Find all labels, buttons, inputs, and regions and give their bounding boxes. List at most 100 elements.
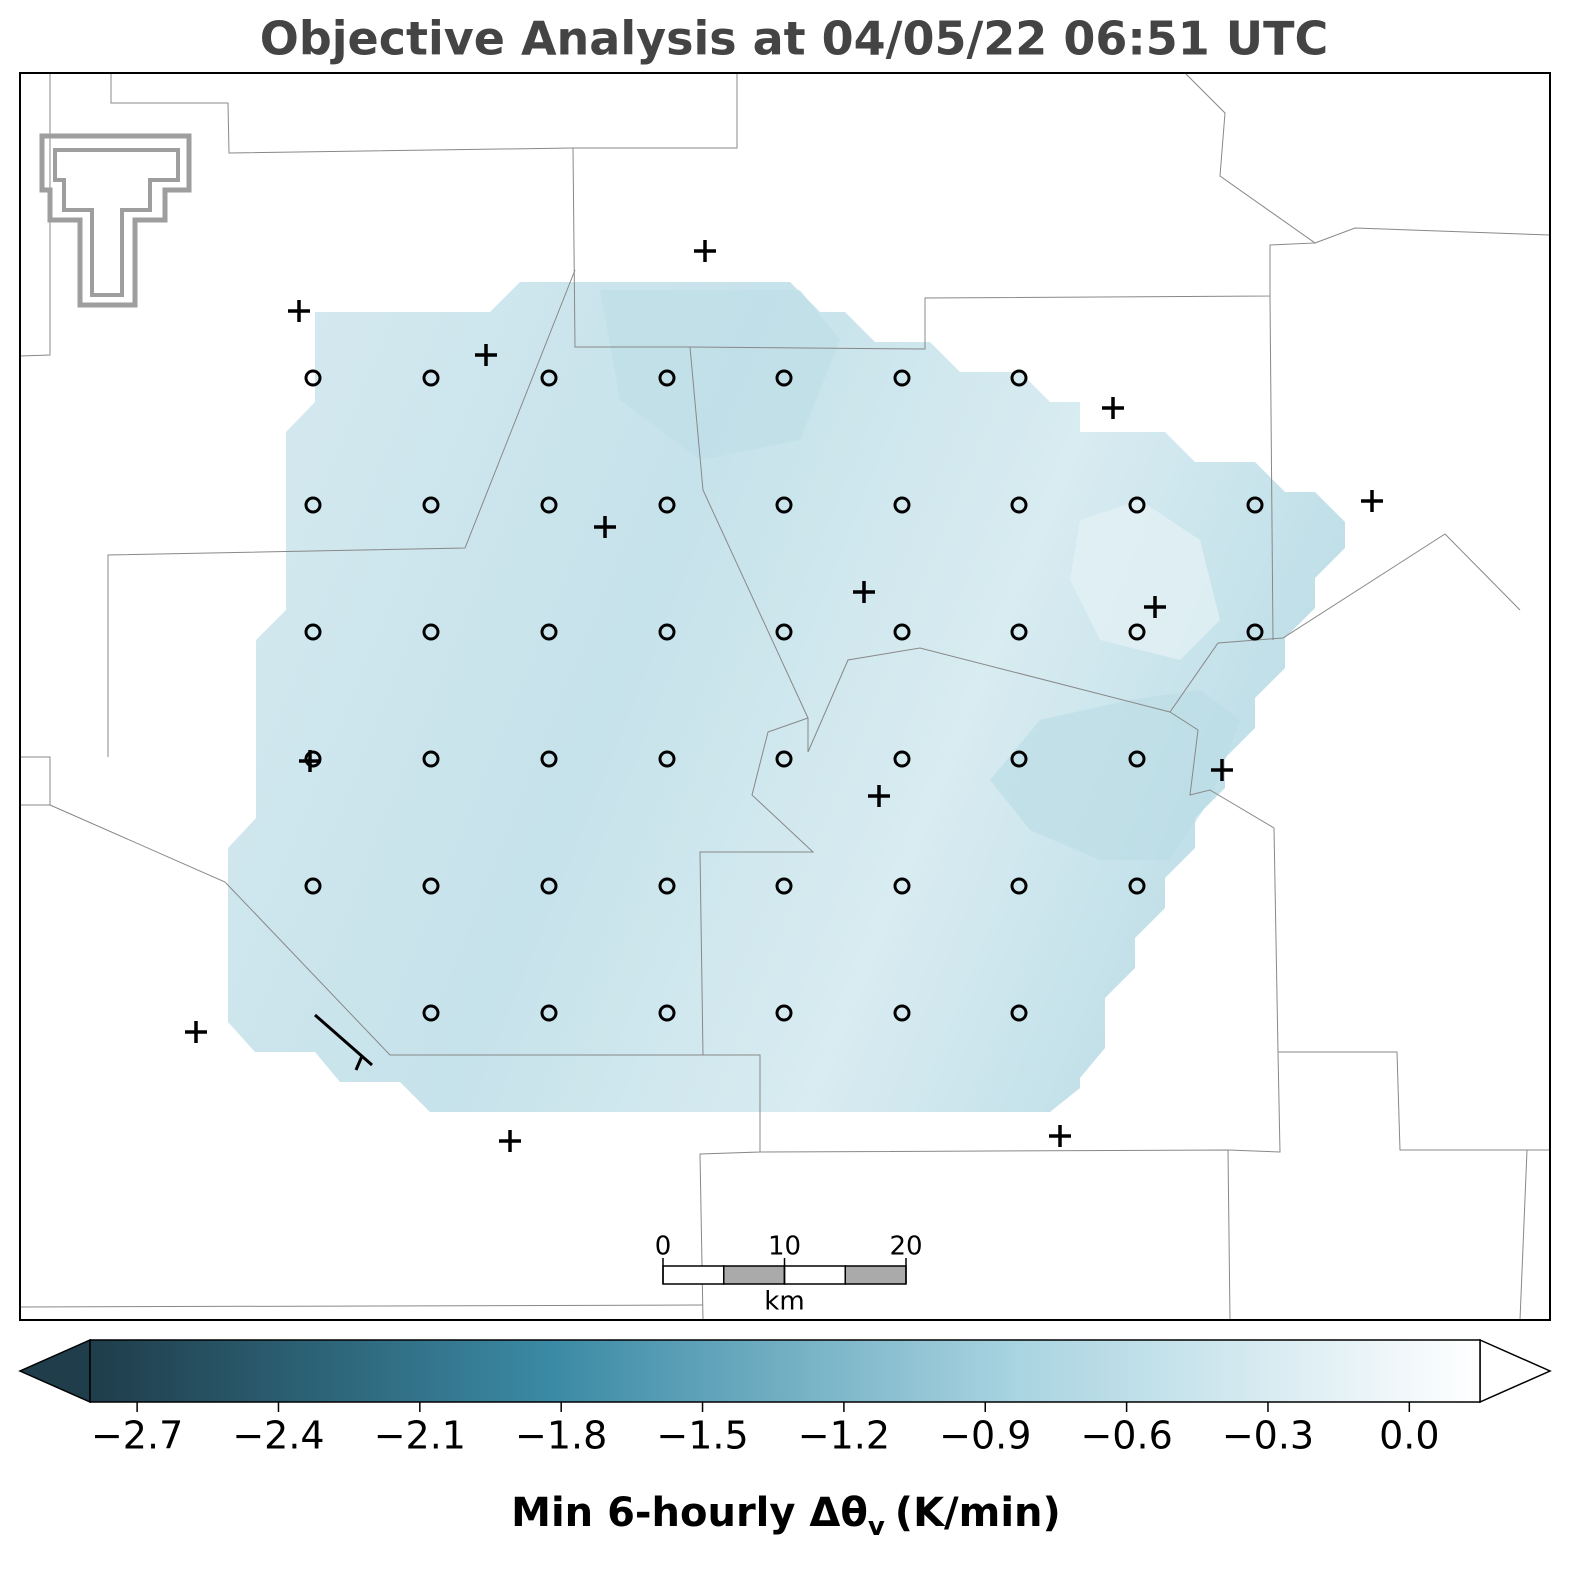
station xyxy=(1049,1125,1071,1147)
colorbar-tick-label: −2.7 xyxy=(91,1414,183,1458)
station xyxy=(1361,490,1383,512)
grid-point xyxy=(1246,496,1264,514)
grid-point xyxy=(422,1004,440,1022)
colorbar-label: Min 6-hourly Δθv (K/min) xyxy=(511,1490,1061,1542)
grid-point xyxy=(658,750,676,768)
grid-point xyxy=(540,877,558,895)
station xyxy=(288,300,310,322)
grid-point xyxy=(658,369,676,387)
grid-point xyxy=(422,750,440,768)
grid-point xyxy=(540,750,558,768)
grid-point xyxy=(893,496,911,514)
grid-point xyxy=(304,623,322,641)
colorbar-extend-low xyxy=(18,1338,91,1404)
grid-point xyxy=(1010,369,1028,387)
stations xyxy=(185,240,1383,1152)
grid-point xyxy=(658,877,676,895)
colorbar-label-unit: (K/min) xyxy=(895,1490,1061,1536)
scale-segment xyxy=(662,1265,725,1285)
grid-point xyxy=(422,496,440,514)
colorbar-tick-label: −0.6 xyxy=(1080,1414,1172,1458)
colorbar-tick-label: −0.9 xyxy=(939,1414,1031,1458)
station xyxy=(499,1130,521,1152)
grid-point xyxy=(775,1004,793,1022)
analysis-field-minimum xyxy=(600,290,840,460)
grid-point xyxy=(1128,877,1146,895)
grid-point xyxy=(658,623,676,641)
grid-point xyxy=(893,750,911,768)
grid-point xyxy=(304,369,322,387)
grid-point xyxy=(658,1004,676,1022)
grid-point xyxy=(1010,496,1028,514)
grid-point xyxy=(1246,623,1264,641)
analysis-field xyxy=(228,282,1345,1112)
grid-point xyxy=(893,1004,911,1022)
grid-point xyxy=(1128,623,1146,641)
station xyxy=(185,1021,207,1043)
grid-point xyxy=(1010,877,1028,895)
grid-point xyxy=(775,496,793,514)
map-frame xyxy=(19,72,1551,1321)
grid-point xyxy=(1010,623,1028,641)
grid-point xyxy=(893,369,911,387)
grid-point xyxy=(422,623,440,641)
grid-point xyxy=(540,369,558,387)
grid-point xyxy=(893,623,911,641)
colorbar-tick-label: −2.4 xyxy=(232,1414,324,1458)
station xyxy=(853,581,875,603)
scale-bar: 0 10 20 km xyxy=(655,1232,923,1317)
colorbar-tick-label: −1.2 xyxy=(798,1414,890,1458)
grid-point xyxy=(775,750,793,768)
colorbar-label-subscript: v xyxy=(868,1512,885,1542)
grid-point xyxy=(1128,496,1146,514)
scale-segment xyxy=(844,1265,907,1285)
station xyxy=(594,516,616,538)
grid-point xyxy=(540,623,558,641)
logo xyxy=(39,133,192,308)
colorbar-body xyxy=(89,1339,1481,1403)
scale-tick-label: 10 xyxy=(768,1232,801,1262)
scale-unit: km xyxy=(764,1287,804,1317)
scale-segment xyxy=(783,1265,846,1285)
grid-point xyxy=(540,1004,558,1022)
colorbar-tick-label: 0.0 xyxy=(1379,1414,1439,1458)
grid-point xyxy=(1010,750,1028,768)
grid-point xyxy=(658,496,676,514)
chart-title: Objective Analysis at 04/05/22 06:51 UTC xyxy=(260,12,1329,66)
colorbar: −2.7 −2.4 −2.1 −1.8 −1.5 −1.2 −0.9 −0.6 −0.3 0.0 xyxy=(18,1338,1552,1458)
station xyxy=(694,240,716,262)
station xyxy=(299,750,321,772)
wind-barb xyxy=(314,1013,373,1071)
colorbar-tick-label: −0.3 xyxy=(1222,1414,1314,1458)
colorbar-tick-label: −1.5 xyxy=(656,1414,748,1458)
station xyxy=(1102,397,1124,419)
grid-point xyxy=(775,623,793,641)
grid-point xyxy=(1010,1004,1028,1022)
grid-point xyxy=(422,877,440,895)
station xyxy=(1144,596,1166,618)
colorbar-label-text: Min 6-hourly Δθ xyxy=(511,1490,868,1536)
county-lines xyxy=(19,72,1551,1321)
analysis-field-maximum xyxy=(1070,500,1220,660)
station xyxy=(868,785,890,807)
grid-point xyxy=(775,877,793,895)
grid-point xyxy=(422,369,440,387)
grid-point xyxy=(304,750,322,768)
grid-point xyxy=(775,369,793,387)
grid-point xyxy=(893,877,911,895)
map: 0 10 20 km xyxy=(19,72,1551,1321)
station xyxy=(1211,759,1233,781)
grid-point xyxy=(304,877,322,895)
scale-segment xyxy=(723,1265,786,1285)
grid-point xyxy=(1128,750,1146,768)
scale-tick-label: 0 xyxy=(655,1232,672,1262)
analysis-field-minimum xyxy=(990,690,1240,860)
grid-point xyxy=(540,496,558,514)
colorbar-tick-label: −2.1 xyxy=(374,1414,466,1458)
scale-tick-label: 20 xyxy=(889,1232,922,1262)
station xyxy=(475,344,497,366)
colorbar-extend-high xyxy=(1479,1338,1552,1404)
colorbar-tick-label: −1.8 xyxy=(515,1414,607,1458)
grid-point xyxy=(304,496,322,514)
